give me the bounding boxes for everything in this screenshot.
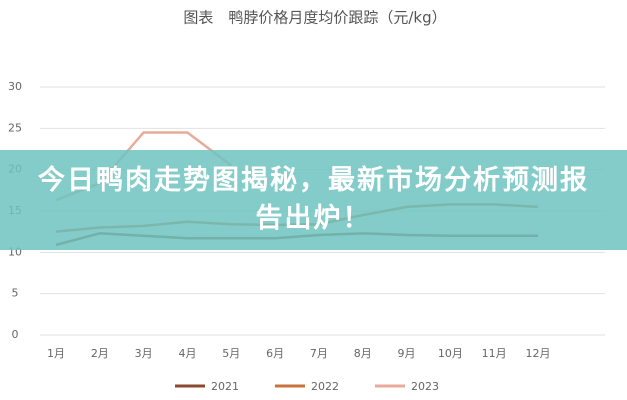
x-tick-label: 1月 (47, 347, 65, 360)
x-tick-label: 11月 (482, 347, 507, 360)
y-tick-label: 5 (12, 287, 19, 300)
x-tick-label: 6月 (266, 347, 284, 360)
legend-label: 2022 (311, 380, 339, 393)
x-tick-label: 2月 (91, 347, 109, 360)
x-tick-label: 8月 (354, 347, 372, 360)
x-tick-label: 3月 (135, 347, 153, 360)
x-tick-label: 7月 (310, 347, 328, 360)
x-tick-label: 5月 (222, 347, 240, 360)
x-tick-label: 10月 (438, 347, 463, 360)
y-tick-label: 30 (8, 80, 22, 93)
x-tick-label: 4月 (178, 347, 196, 360)
y-tick-label: 25 (8, 121, 22, 134)
banner: 今日鸭肉走势图揭秘，最新市场分析预测报告出炉！ (0, 150, 627, 250)
legend-label: 2023 (411, 380, 439, 393)
banner-text: 今日鸭肉走势图揭秘，最新市场分析预测报告出炉！ (38, 165, 589, 234)
legend-label: 2021 (211, 380, 239, 393)
chart-title: 图表 鸭脖价格月度均价跟踪（元/kg） (183, 9, 446, 27)
x-tick-label: 12月 (526, 347, 551, 360)
x-tick-label: 9月 (398, 347, 416, 360)
y-tick-label: 0 (12, 328, 19, 341)
